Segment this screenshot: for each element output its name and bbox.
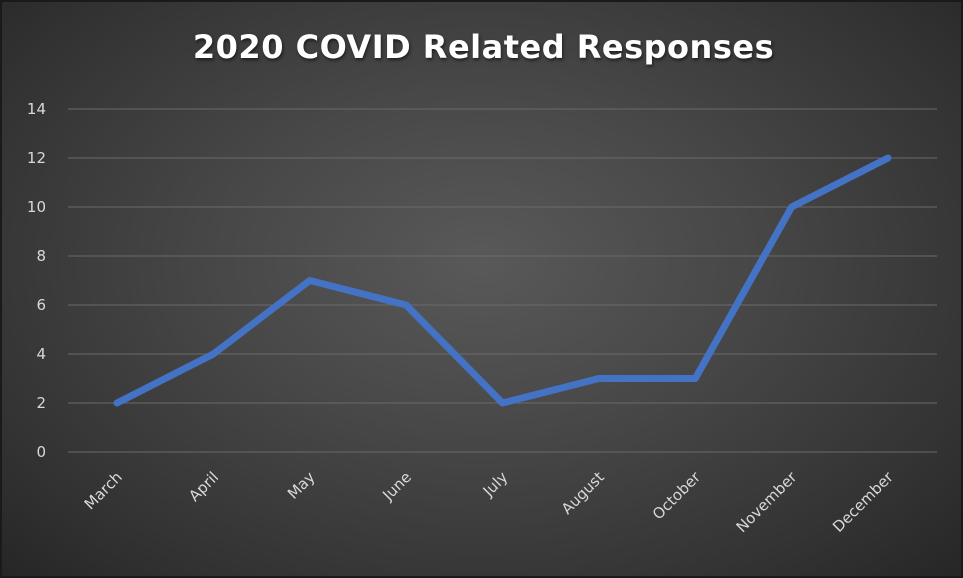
chart-title: 2020 COVID Related Responses <box>192 28 775 66</box>
x-tick-label: December <box>829 468 897 536</box>
data-point <box>403 302 410 308</box>
x-tick-label: July <box>479 468 512 501</box>
series-layer <box>113 154 892 407</box>
data-point <box>788 204 795 210</box>
y-tick-label: 10 <box>27 198 46 216</box>
x-tick-label: November <box>733 468 801 536</box>
x-tick-label: August <box>558 468 608 518</box>
x-tick-label: June <box>378 468 415 505</box>
data-point <box>306 277 313 284</box>
y-tick-label: 0 <box>36 443 46 461</box>
x-tick-label: May <box>284 468 319 503</box>
data-point <box>692 375 699 382</box>
x-tick-label: March <box>81 468 126 513</box>
y-axis-ticks: 0 2 4 6 8 10 12 14 <box>27 100 46 461</box>
x-axis-ticks: March April May June July August October Novemb… <box>81 468 898 537</box>
y-tick-label: 6 <box>36 296 46 314</box>
y-tick-label: 12 <box>27 149 46 167</box>
x-tick-label: April <box>185 468 222 505</box>
data-point <box>499 400 506 406</box>
x-tick-label: October <box>649 468 705 524</box>
y-tick-label: 8 <box>36 247 46 265</box>
y-tick-label: 4 <box>36 345 46 363</box>
data-point <box>210 351 217 357</box>
data-point <box>595 375 602 382</box>
y-tick-label: 2 <box>36 394 46 412</box>
y-tick-label: 14 <box>27 100 46 118</box>
data-point <box>885 155 891 161</box>
data-point <box>114 400 120 406</box>
series-line <box>113 154 892 407</box>
